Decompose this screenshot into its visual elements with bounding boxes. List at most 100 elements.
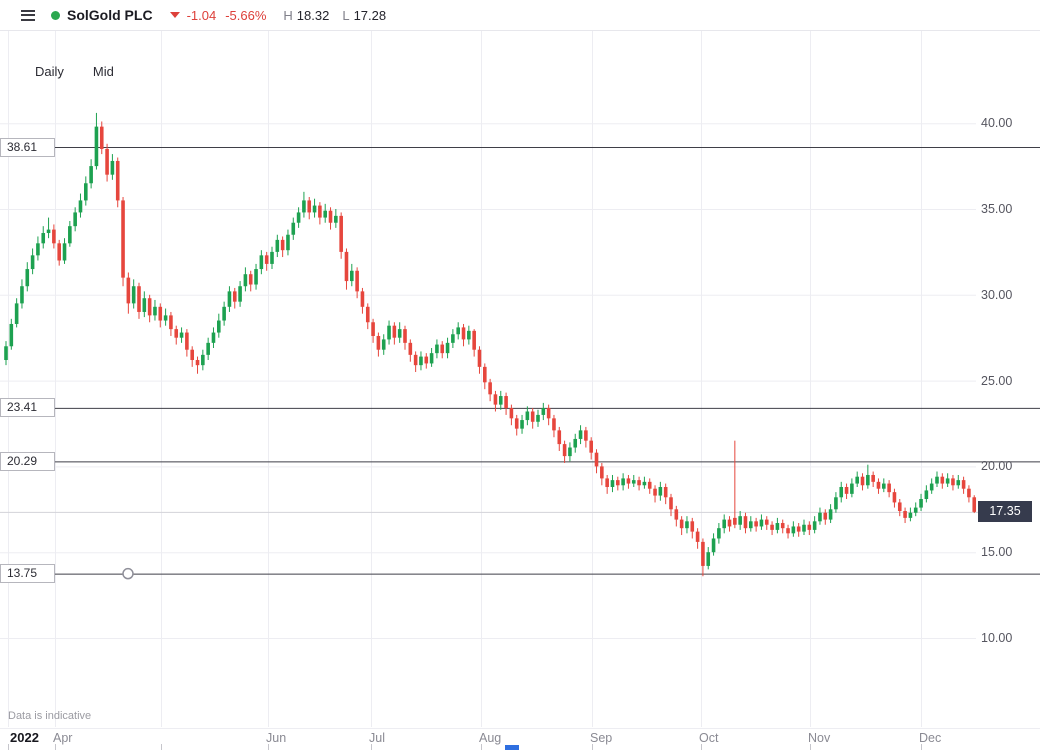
candle-body: [115, 160, 120, 201]
candle-body: [733, 517, 737, 525]
candle-body: [584, 430, 588, 441]
candle-body: [461, 327, 466, 340]
candle-body: [807, 524, 812, 530]
candle-body: [137, 286, 141, 312]
candle-body: [248, 274, 253, 285]
candle-body: [334, 215, 338, 223]
y-axis-label: 20.00: [981, 459, 1013, 474]
level-price-label[interactable]: 23.41: [0, 398, 55, 418]
candle-body: [536, 414, 540, 422]
candle-body: [392, 325, 397, 338]
candle-body: [451, 334, 455, 343]
candle-body: [429, 353, 434, 364]
candle-body: [876, 481, 881, 489]
candle-body: [738, 516, 742, 525]
candle-body: [126, 277, 131, 304]
x-axis-month-label: Sep: [590, 731, 613, 745]
candle-body: [956, 480, 961, 486]
instrument-title[interactable]: SolGold PLC: [67, 7, 153, 23]
candle-body: [834, 497, 838, 510]
candle-body: [163, 315, 168, 321]
candle-body: [860, 476, 865, 486]
current-price-badge: 17.35: [978, 501, 1032, 523]
scroll-indicator[interactable]: [505, 745, 519, 750]
candle-body: [594, 452, 599, 467]
candle-body: [339, 215, 343, 252]
candle-body: [73, 212, 77, 227]
candle-body: [275, 239, 280, 252]
candle-body: [78, 200, 83, 213]
candle-body: [850, 483, 854, 494]
candle-body: [855, 476, 859, 484]
candle-body: [658, 486, 663, 496]
candle-body: [307, 200, 312, 213]
candle-body: [318, 205, 322, 218]
candle-body: [727, 519, 732, 527]
candle-body: [472, 330, 476, 350]
topbar: SolGold PLC -1.04 -5.66% H 18.32 L 17.28: [0, 0, 1040, 31]
menu-icon[interactable]: [21, 7, 35, 23]
level-price-label[interactable]: 13.75: [0, 564, 55, 584]
candle-body: [302, 200, 306, 213]
candle-body: [562, 444, 567, 457]
timeframe-selector[interactable]: Daily: [35, 64, 64, 79]
candle-body: [749, 521, 753, 529]
candle-body: [419, 356, 423, 366]
candle-body: [387, 325, 391, 340]
candle-body: [286, 234, 290, 251]
candle-body: [844, 486, 849, 494]
candle-body: [812, 521, 817, 530]
level-price-label[interactable]: 38.61: [0, 137, 55, 157]
candle-body: [238, 286, 242, 302]
candle-body: [796, 526, 801, 532]
candle-body: [110, 160, 115, 175]
candle-body: [57, 243, 61, 261]
candle-body: [802, 524, 806, 532]
candle-body: [663, 486, 668, 498]
candle-body: [323, 210, 327, 218]
candle-body: [217, 320, 221, 333]
candle-body: [552, 418, 556, 431]
candle-body: [642, 481, 647, 486]
candle-body: [961, 480, 966, 489]
candle-body: [445, 342, 450, 354]
candle-body: [413, 354, 418, 366]
candle-body: [483, 366, 487, 383]
candle-body: [467, 330, 471, 340]
candle-body: [131, 286, 136, 304]
candle-body: [775, 523, 780, 530]
candle-body: [232, 291, 237, 302]
x-axis-month-label: Oct: [699, 731, 719, 745]
candle-body: [185, 332, 189, 350]
candle-body: [647, 481, 652, 489]
candle-body: [951, 478, 955, 486]
candle-body: [291, 222, 296, 235]
chart-toolbar: Daily Mid: [35, 64, 114, 79]
data-indicative-note: Data is indicative: [8, 710, 92, 722]
x-axis-month-label: Dec: [919, 731, 942, 745]
candle-body: [62, 243, 67, 261]
candle-body: [94, 126, 99, 167]
level-price-label[interactable]: 20.29: [0, 451, 55, 471]
x-axis-month-label: Aug: [479, 731, 502, 745]
candle-body: [201, 354, 205, 366]
candle-body: [328, 210, 333, 223]
candle-body: [653, 488, 657, 496]
candle-body: [764, 519, 769, 525]
level-drag-handle[interactable]: [122, 567, 134, 580]
candle-body: [557, 430, 562, 445]
candle-body: [600, 466, 604, 479]
candle-body: [435, 344, 439, 354]
candle-body: [190, 349, 194, 361]
candle-body: [493, 394, 498, 405]
candle-body: [871, 474, 875, 482]
candle-body: [605, 478, 609, 487]
candle-body: [355, 270, 359, 292]
candle-body: [259, 255, 264, 270]
candle-body: [381, 339, 386, 350]
candle-body: [158, 306, 163, 321]
candle-body: [440, 344, 445, 354]
candle-body: [211, 332, 216, 343]
price-type-selector[interactable]: Mid: [92, 64, 114, 79]
